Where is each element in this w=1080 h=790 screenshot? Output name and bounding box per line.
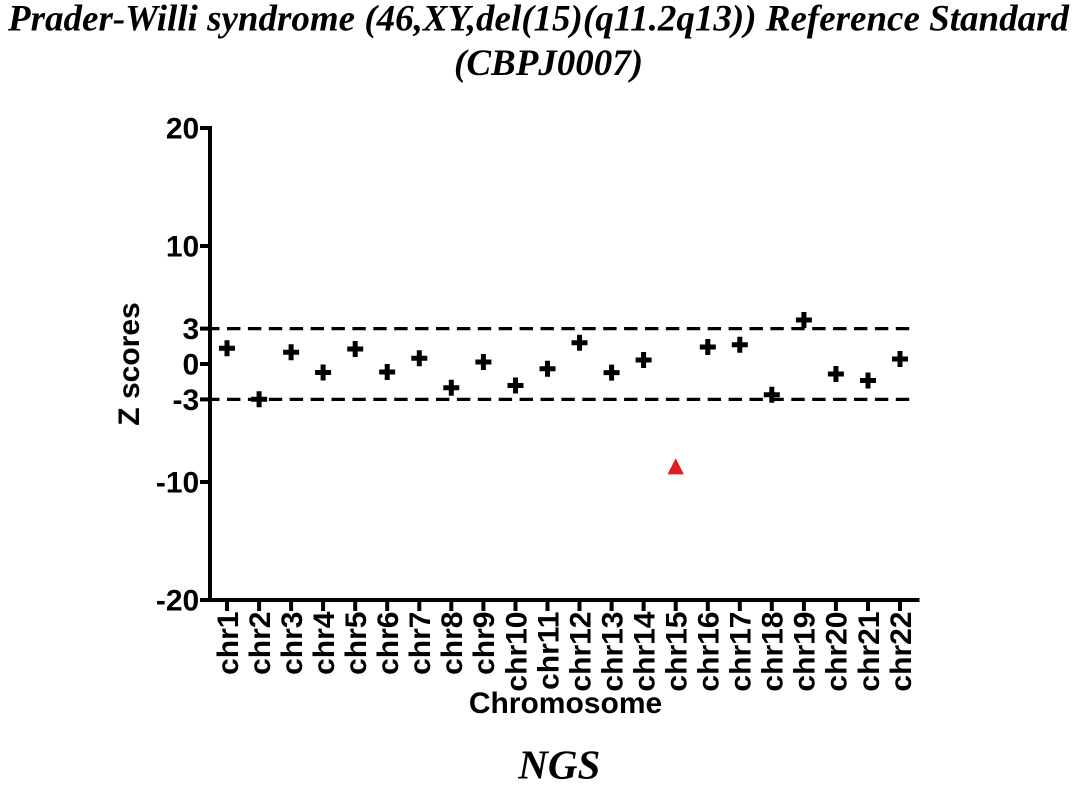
svg-text:chr7: chr7 — [404, 612, 437, 675]
svg-text:-20: -20 — [156, 584, 199, 617]
svg-text:0: 0 — [183, 348, 200, 381]
svg-text:-3: -3 — [173, 384, 200, 417]
svg-text:Chromosome: Chromosome — [469, 687, 662, 720]
svg-text:10: 10 — [166, 230, 199, 263]
svg-text:chr19: chr19 — [789, 612, 822, 692]
svg-text:-10: -10 — [156, 466, 199, 499]
svg-text:chr10: chr10 — [500, 612, 533, 692]
svg-text:(CBPJ0007): (CBPJ0007) — [454, 43, 643, 84]
svg-text:chr2: chr2 — [244, 612, 277, 675]
svg-text:chr14: chr14 — [628, 611, 661, 691]
svg-text:Prader-Willi syndrome (46,XY,d: Prader-Willi syndrome (46,XY,del(15)(q11… — [7, 0, 1069, 40]
svg-text:chr3: chr3 — [276, 612, 309, 675]
svg-text:chr4: chr4 — [308, 611, 341, 675]
svg-text:chr1: chr1 — [212, 612, 245, 675]
svg-text:chr8: chr8 — [436, 612, 469, 675]
svg-text:chr22: chr22 — [885, 612, 918, 692]
svg-text:chr6: chr6 — [372, 612, 405, 675]
svg-text:20: 20 — [166, 112, 199, 145]
svg-text:chr9: chr9 — [468, 612, 501, 675]
svg-text:chr5: chr5 — [340, 612, 373, 675]
svg-text:chr17: chr17 — [725, 612, 758, 692]
svg-text:chr16: chr16 — [693, 612, 726, 692]
svg-text:chr20: chr20 — [821, 612, 854, 692]
svg-text:Z scores: Z scores — [113, 302, 146, 425]
svg-text:NGS: NGS — [517, 742, 600, 788]
svg-text:chr21: chr21 — [853, 612, 886, 692]
svg-text:3: 3 — [183, 313, 200, 346]
svg-text:chr12: chr12 — [564, 612, 597, 692]
svg-text:chr13: chr13 — [596, 612, 629, 692]
svg-text:chr15: chr15 — [661, 612, 694, 692]
svg-text:chr18: chr18 — [757, 612, 790, 692]
svg-text:chr11: chr11 — [532, 612, 565, 690]
